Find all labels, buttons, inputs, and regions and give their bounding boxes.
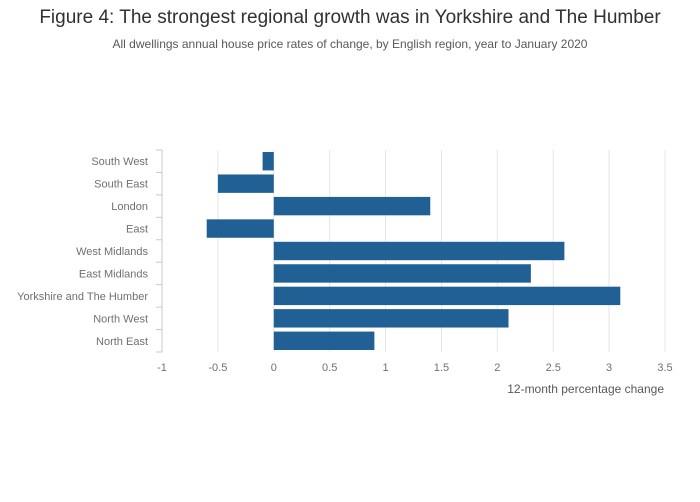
- bar: [273, 264, 531, 283]
- chart-title: Figure 4: The strongest regional growth …: [39, 7, 661, 28]
- y-tick-label: North East: [96, 336, 148, 348]
- x-tick-label: 2: [494, 362, 500, 374]
- y-tick-label: London: [111, 201, 148, 213]
- x-tick-label: 0: [271, 362, 277, 374]
- x-tick-label: 3: [606, 362, 612, 374]
- x-tick-label: -0.5: [208, 362, 227, 374]
- y-tick-label: North West: [93, 313, 148, 325]
- bar: [206, 219, 274, 238]
- x-axis-title: 12-month percentage change: [507, 382, 664, 396]
- bar: [273, 286, 621, 306]
- y-axis: [156, 149, 163, 353]
- x-tick-label: 1.5: [434, 362, 449, 374]
- x-tick-label: 0.5: [322, 362, 337, 374]
- bar: [273, 331, 375, 350]
- chart-subtitle: All dwellings annual house price rates o…: [112, 37, 588, 51]
- bar: [217, 174, 274, 193]
- y-tick-label: East: [126, 224, 148, 236]
- bar: [273, 309, 509, 328]
- x-tick-label: 2.5: [546, 362, 561, 374]
- bar: [262, 152, 274, 171]
- x-tick-label: 1: [382, 362, 388, 374]
- x-tick-label: 3.5: [657, 362, 672, 374]
- bar: [273, 241, 565, 261]
- y-tick-label: East Midlands: [79, 268, 149, 280]
- y-tick-label: South West: [91, 156, 148, 168]
- x-tick-label: -1: [157, 362, 167, 374]
- bar: [273, 196, 431, 216]
- y-tick-label: Yorkshire and The Humber: [17, 291, 148, 303]
- y-tick-label: South East: [94, 179, 148, 191]
- tick-labels: -1 -0.5 0 0.5 1 1.5 2 2.5 3 3.5 South West South Ea…: [17, 156, 673, 374]
- y-tick-label: West Midlands: [76, 246, 148, 258]
- bars: [206, 152, 621, 350]
